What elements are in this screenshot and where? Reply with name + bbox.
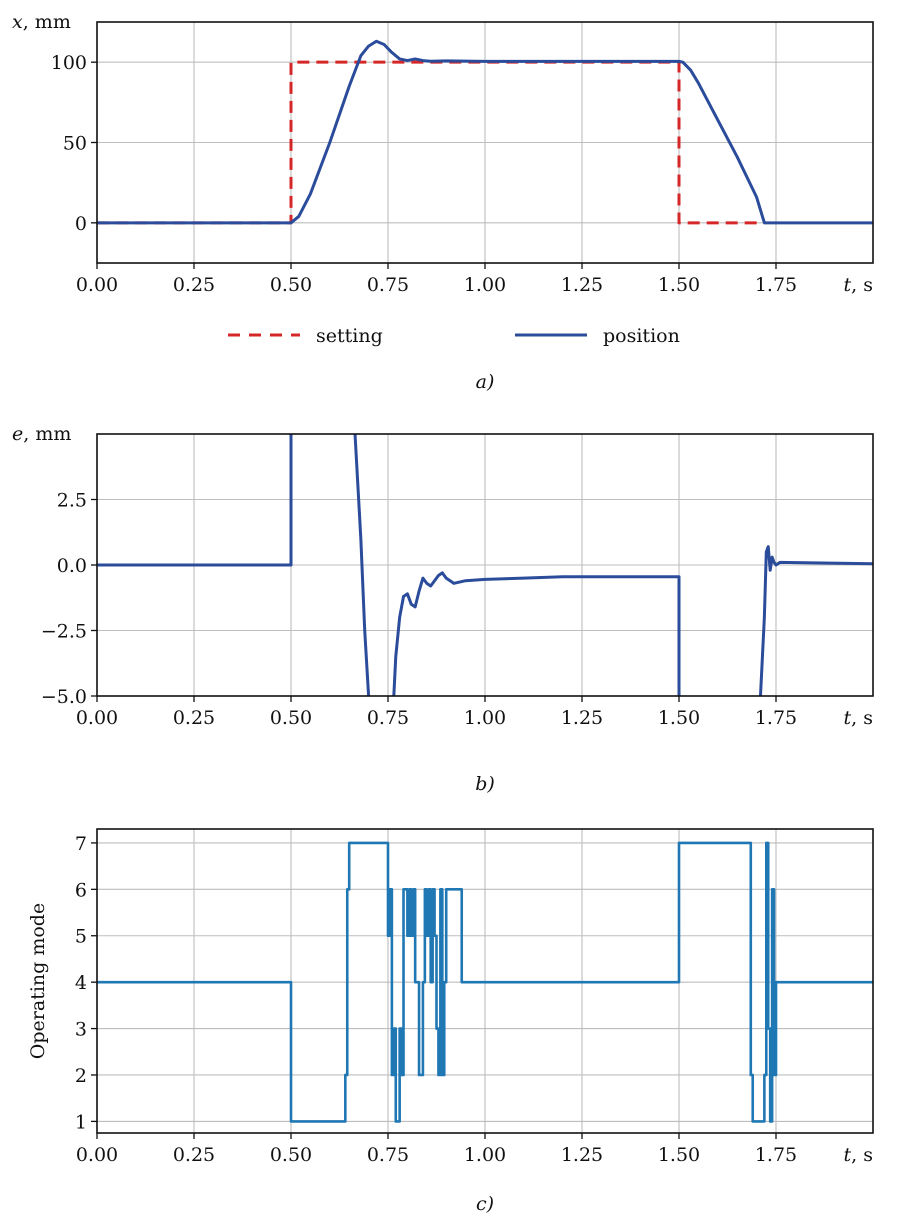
series-line-panel-c xyxy=(97,841,873,1123)
panel-a: 0.00 0.25 0.50 0.75 1.00 1.25 1.50 1.75 0 50 100 t,… xyxy=(12,11,874,393)
x-tick-label: 0.75 xyxy=(367,1144,409,1166)
panel-caption: a) xyxy=(476,371,495,393)
x-tick-label: 0.25 xyxy=(173,707,215,729)
y-tick-label: 0 xyxy=(75,213,87,235)
x-tick-label: 0.75 xyxy=(367,707,409,729)
legend: setting position xyxy=(228,325,680,347)
panel-caption: c) xyxy=(476,1193,494,1215)
y-tick-label: 50 xyxy=(63,133,87,155)
y-tick-label: 4 xyxy=(75,972,87,994)
y-tick-label: 2.5 xyxy=(57,490,87,512)
panel-b: 0.00 0.25 0.50 0.75 1.00 1.25 1.50 1.75 −5.0 −2.5… xyxy=(12,423,874,795)
x-tick-label: 1.25 xyxy=(561,1144,603,1166)
series-line-position xyxy=(97,39,873,225)
y-tick-label: 1 xyxy=(75,1111,87,1133)
x-axis-label: t, s xyxy=(844,274,873,296)
y-axis-label: e, mm xyxy=(12,423,71,445)
y-tick-label: 3 xyxy=(75,1019,87,1041)
x-tick-label: 1.75 xyxy=(755,274,797,296)
x-tick-label: 1.25 xyxy=(561,707,603,729)
series-line-panel-b xyxy=(97,434,873,696)
y-axis-label: Operating mode xyxy=(27,903,49,1059)
x-tick-label: 1.75 xyxy=(755,1144,797,1166)
x-tick-label: 0.00 xyxy=(76,1144,118,1166)
legend-label-setting: setting xyxy=(316,325,383,347)
x-tick-label: 1.50 xyxy=(658,274,700,296)
x-axis-label: t, s xyxy=(844,707,873,729)
y-tick-label: 6 xyxy=(75,879,87,901)
y-tick-label: 0.0 xyxy=(57,555,87,577)
panel-caption: b) xyxy=(475,773,495,795)
x-tick-label: 0.25 xyxy=(173,1144,215,1166)
x-axis-label: t, s xyxy=(844,1144,873,1166)
y-tick-label: −2.5 xyxy=(41,621,87,643)
legend-label-position: position xyxy=(603,325,680,347)
x-tick-label: 0.00 xyxy=(76,274,118,296)
x-tick-label: 0.00 xyxy=(76,707,118,729)
x-tick-label: 1.50 xyxy=(658,1144,700,1166)
x-tick-label: 1.00 xyxy=(464,274,506,296)
y-tick-label: 7 xyxy=(75,833,87,855)
x-tick-label: 1.00 xyxy=(464,1144,506,1166)
y-tick-label: 2 xyxy=(75,1065,87,1087)
x-tick-label: 0.50 xyxy=(270,1144,312,1166)
y-tick-label: 100 xyxy=(51,52,87,74)
x-tick-label: 1.00 xyxy=(464,707,506,729)
y-tick-label: −5.0 xyxy=(41,686,87,708)
x-tick-label: 0.50 xyxy=(270,707,312,729)
x-tick-label: 0.75 xyxy=(367,274,409,296)
x-tick-label: 1.50 xyxy=(658,707,700,729)
x-tick-label: 0.50 xyxy=(270,274,312,296)
y-axis-label: x, mm xyxy=(12,11,71,33)
x-tick-label: 0.25 xyxy=(173,274,215,296)
x-tick-label: 1.25 xyxy=(561,274,603,296)
y-tick-label: 5 xyxy=(75,926,87,948)
x-tick-label: 1.75 xyxy=(755,707,797,729)
panel-c: 0.00 0.25 0.50 0.75 1.00 1.25 1.50 1.75 1 2 3 4 5 6 7 t… xyxy=(27,828,874,1215)
